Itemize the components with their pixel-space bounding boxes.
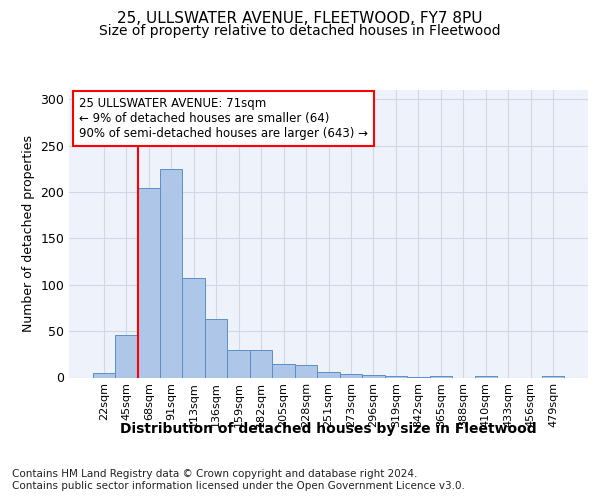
Bar (475, 376, 497, 378)
Bar (362, 374, 385, 378)
Bar (340, 374, 362, 378)
Bar (272, 364, 295, 378)
Bar (182, 278, 205, 378)
Bar (92, 373, 115, 378)
Text: Size of property relative to detached houses in Fleetwood: Size of property relative to detached ho… (99, 24, 501, 38)
Bar (137, 188, 160, 378)
Bar (317, 372, 340, 378)
Bar (385, 376, 407, 378)
Text: Contains HM Land Registry data © Crown copyright and database right 2024.
Contai: Contains HM Land Registry data © Crown c… (12, 469, 465, 490)
Text: Distribution of detached houses by size in Fleetwood: Distribution of detached houses by size … (121, 422, 537, 436)
Bar (407, 376, 430, 378)
Bar (227, 350, 250, 378)
Bar (160, 169, 182, 378)
Bar (295, 364, 317, 378)
Bar (542, 376, 565, 378)
Bar (205, 319, 227, 378)
Bar (250, 350, 272, 378)
Y-axis label: Number of detached properties: Number of detached properties (22, 135, 35, 332)
Bar (115, 335, 137, 378)
Text: 25 ULLSWATER AVENUE: 71sqm
← 9% of detached houses are smaller (64)
90% of semi-: 25 ULLSWATER AVENUE: 71sqm ← 9% of detac… (79, 97, 368, 140)
Bar (430, 376, 452, 378)
Text: 25, ULLSWATER AVENUE, FLEETWOOD, FY7 8PU: 25, ULLSWATER AVENUE, FLEETWOOD, FY7 8PU (117, 11, 483, 26)
